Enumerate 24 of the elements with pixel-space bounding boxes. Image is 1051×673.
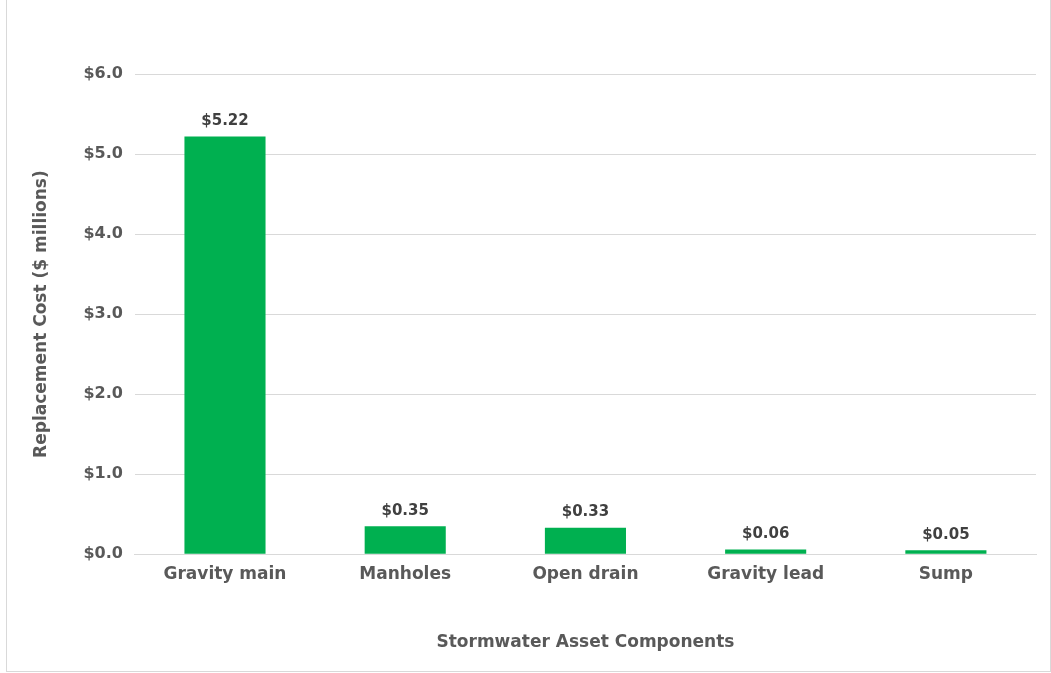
data-label: $0.33 <box>561 502 610 521</box>
bar <box>364 526 446 554</box>
x-tick-label: Gravity lead <box>707 562 825 583</box>
x-tick-label: Sump <box>918 562 973 583</box>
data-label: $0.06 <box>741 523 790 542</box>
bar <box>725 549 807 554</box>
data-label: $5.22 <box>201 110 249 129</box>
x-tick-label: Manholes <box>359 562 452 583</box>
y-tick-label: $1.0 <box>83 463 123 483</box>
bar <box>905 550 987 554</box>
bar <box>184 136 266 554</box>
x-tick-label: Open drain <box>532 562 639 583</box>
y-tick-label: $0.0 <box>83 543 123 563</box>
y-tick-label: $6.0 <box>83 63 123 83</box>
data-label: $0.05 <box>922 524 970 543</box>
data-label: $0.35 <box>381 500 429 519</box>
y-tick-label: $2.0 <box>83 383 123 403</box>
y-tick-label: $4.0 <box>83 223 123 243</box>
x-axis-title: Stormwater Asset Components <box>436 631 735 652</box>
bar <box>544 527 626 554</box>
y-tick-label: $3.0 <box>83 303 123 323</box>
y-axis-title: Replacement Cost ($ millions) <box>29 170 50 458</box>
y-tick-label: $5.0 <box>83 143 123 163</box>
x-tick-label: Gravity main <box>163 562 287 583</box>
